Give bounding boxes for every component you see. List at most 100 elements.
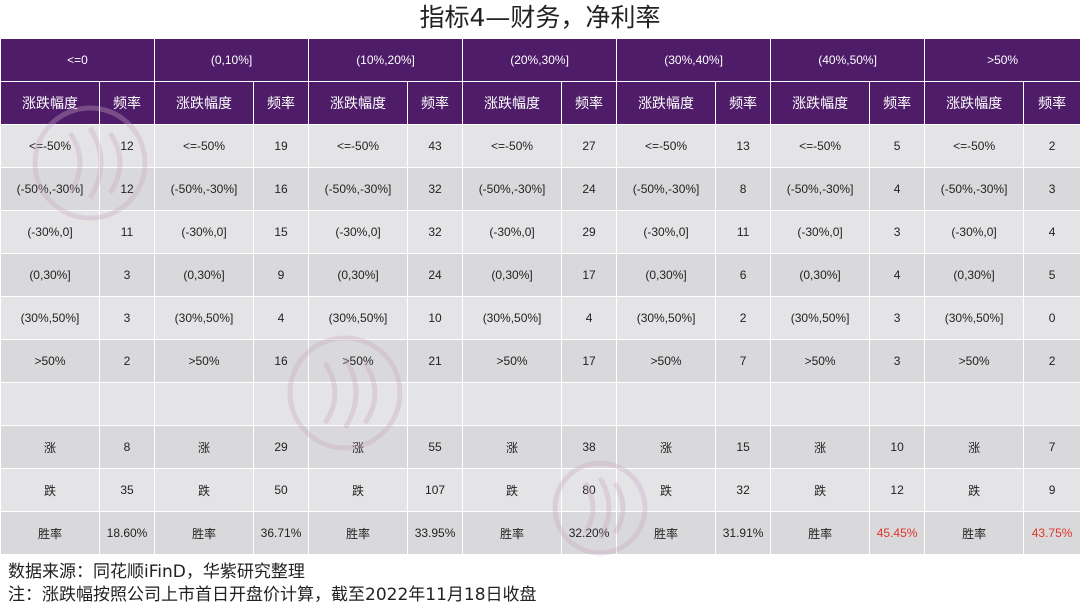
frequency-cell: 4 [869,167,926,211]
row-label-cell: (30%,50%] [462,296,563,340]
frequency-cell: 9 [1023,468,1080,512]
table-row: (30%,50%] 3 (30%,50%] 4 (30%,50%] 10 (30%,50%]… [0,296,1080,340]
frequency-cell: 32 [715,468,772,512]
frequency-cell: 31.91% [715,511,772,555]
frequency-cell [407,382,464,426]
frequency-cell [715,382,772,426]
column-header-range: 涨跌幅度 [924,81,1025,125]
frequency-cell: 3 [869,210,926,254]
row-label-cell: 胜率 [308,511,409,555]
row-label-cell: (0,30%] [770,253,871,297]
row-label-cell: 跌 [154,468,255,512]
row-label-cell: <=-50% [770,124,871,168]
row-label-cell: (0,30%] [0,253,100,297]
table-row: >50% 2 >50% 16 >50% 21 >50% 17 >50% 7 >50% 3 >50% 2 [0,339,1080,383]
row-label-cell: 跌 [616,468,717,512]
row-label-cell: (0,30%] [462,253,563,297]
frequency-cell: 33.95% [407,511,464,555]
frequency-cell: 8 [98,425,156,469]
frequency-cell: 21 [407,339,464,383]
range-header-row: <=0 (0,10%] (10%,20%] (20%,30%] (30%,40%] (40… [0,38,1080,82]
row-label-cell: >50% [616,339,717,383]
frequency-cell: 36.71% [253,511,310,555]
frequency-cell: 3 [98,296,156,340]
row-label-cell: <=-50% [308,124,409,168]
row-label-cell: 涨 [308,425,409,469]
table-row: 跌 35 跌 50 跌 107 跌 80 跌 32 跌 12 跌 9 [0,468,1080,512]
range-group-header: (40%,50%] [770,38,926,82]
frequency-cell: 29 [561,210,618,254]
frequency-cell: 43 [407,124,464,168]
frequency-cell: 7 [1023,425,1080,469]
row-label-cell: 跌 [308,468,409,512]
frequency-cell: 19 [253,124,310,168]
table-row: <=-50% 12 <=-50% 19 <=-50% 43 <=-50% 27 <=-50% 13… [0,124,1080,168]
frequency-cell: 43.75% [1023,511,1080,555]
column-header-frequency: 频率 [253,81,310,125]
column-header-row: 涨跌幅度 频率 涨跌幅度 频率 涨跌幅度 频率 涨跌幅度 频率 涨跌幅度 频率 涨跌幅度 频率 涨跌幅度… [0,81,1080,125]
row-label-cell: 涨 [462,425,563,469]
column-header-frequency: 频率 [715,81,772,125]
frequency-cell: 2 [1023,339,1080,383]
frequency-cell: 107 [407,468,464,512]
range-group-header: <=0 [0,38,156,82]
row-label-cell: (-50%,-30%] [924,167,1025,211]
column-header-frequency: 频率 [869,81,926,125]
frequency-cell: 32 [407,210,464,254]
table-row: 涨 8 涨 29 涨 55 涨 38 涨 15 涨 10 涨 7 [0,425,1080,469]
frequency-cell: 32.20% [561,511,618,555]
frequency-cell [98,382,156,426]
page-title: 指标4—财务，净利率 [419,3,661,32]
frequency-cell: 12 [869,468,926,512]
row-label-cell: >50% [0,339,100,383]
table-row: 胜率 18.60% 胜率 36.71% 胜率 33.95% 胜率 32.20% 胜率 31.91%… [0,511,1080,555]
row-label-cell: 跌 [770,468,871,512]
row-label-cell: (-30%,0] [770,210,871,254]
frequency-cell: 29 [253,425,310,469]
row-label-cell: 胜率 [616,511,717,555]
frequency-cell: 5 [869,124,926,168]
row-label-cell: (-50%,-30%] [770,167,871,211]
row-label-cell: (-50%,-30%] [154,167,255,211]
row-label-cell: 涨 [616,425,717,469]
row-label-cell: 胜率 [924,511,1025,555]
range-group-header: (30%,40%] [616,38,772,82]
row-label-cell: (30%,50%] [924,296,1025,340]
frequency-cell: 2 [1023,124,1080,168]
frequency-cell: 6 [715,253,772,297]
row-label-cell: (-30%,0] [154,210,255,254]
row-label-cell: (0,30%] [616,253,717,297]
row-label-cell: 涨 [770,425,871,469]
row-label-cell: 跌 [924,468,1025,512]
table-row: (-30%,0] 11 (-30%,0] 15 (-30%,0] 32 (-30%,0] 29… [0,210,1080,254]
frequency-cell: 10 [869,425,926,469]
frequency-cell: 11 [715,210,772,254]
table-row [0,382,1080,426]
frequency-cell: 9 [253,253,310,297]
frequency-cell: 45.45% [869,511,926,555]
frequency-cell: 8 [715,167,772,211]
frequency-cell: 2 [98,339,156,383]
frequency-cell: 16 [253,167,310,211]
row-label-cell: >50% [308,339,409,383]
row-label-cell: <=-50% [616,124,717,168]
column-header-range: 涨跌幅度 [154,81,255,125]
column-header-range: 涨跌幅度 [616,81,717,125]
row-label-cell: 胜率 [770,511,871,555]
table-row: (0,30%] 3 (0,30%] 9 (0,30%] 24 (0,30%] 17 (0,30%… [0,253,1080,297]
row-label-cell: >50% [770,339,871,383]
row-label-cell: 胜率 [154,511,255,555]
frequency-cell: 7 [715,339,772,383]
frequency-cell: 15 [715,425,772,469]
column-header-frequency: 频率 [98,81,156,125]
row-label-cell: 涨 [924,425,1025,469]
row-label-cell [462,382,563,426]
row-label-cell: (-50%,-30%] [308,167,409,211]
row-label-cell: (-30%,0] [0,210,100,254]
range-group-header: (10%,20%] [308,38,464,82]
row-label-cell: >50% [924,339,1025,383]
row-label-cell: 跌 [462,468,563,512]
frequency-cell: 4 [1023,210,1080,254]
frequency-cell: 15 [253,210,310,254]
row-label-cell: (0,30%] [308,253,409,297]
